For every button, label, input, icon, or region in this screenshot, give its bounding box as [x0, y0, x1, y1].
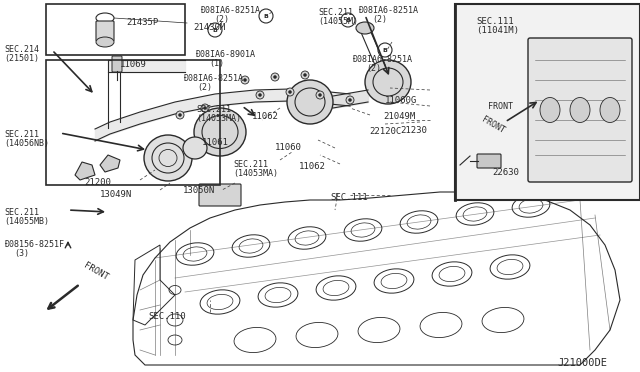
Text: B: B	[264, 13, 268, 19]
Polygon shape	[75, 162, 95, 180]
Circle shape	[349, 99, 351, 102]
Ellipse shape	[287, 80, 333, 124]
Text: B: B	[346, 17, 351, 22]
Ellipse shape	[194, 108, 246, 156]
Text: (2): (2)	[366, 64, 381, 73]
Text: SEC.211: SEC.211	[196, 105, 231, 114]
Text: SEC.211: SEC.211	[4, 130, 39, 139]
Bar	[46, 4, 185, 55]
Text: B: B	[212, 28, 218, 32]
Text: (14055MB): (14055MB)	[4, 217, 49, 226]
Circle shape	[341, 13, 355, 27]
Text: (2): (2)	[372, 15, 387, 24]
Text: 11062: 11062	[299, 162, 326, 171]
Text: Ð08156-8251F: Ð08156-8251F	[4, 240, 64, 249]
Circle shape	[303, 74, 307, 77]
Text: 11069: 11069	[120, 60, 147, 69]
Text: 22630: 22630	[492, 168, 519, 177]
Bar	[455, 4, 640, 200]
Text: J21000DE: J21000DE	[557, 358, 607, 368]
Text: (21501): (21501)	[4, 54, 39, 63]
Circle shape	[259, 93, 262, 96]
Circle shape	[286, 88, 294, 96]
Ellipse shape	[600, 97, 620, 122]
Text: (1): (1)	[209, 59, 224, 68]
Text: 21435P: 21435P	[126, 18, 158, 27]
Circle shape	[176, 111, 184, 119]
Circle shape	[256, 91, 264, 99]
Circle shape	[241, 76, 249, 84]
Text: Ð08IA6-8251A: Ð08IA6-8251A	[183, 74, 243, 83]
Ellipse shape	[540, 97, 560, 122]
Text: (11041M): (11041M)	[476, 26, 519, 35]
Text: 21230: 21230	[400, 126, 427, 135]
Circle shape	[273, 76, 276, 78]
Circle shape	[316, 91, 324, 99]
Text: SEC.111: SEC.111	[330, 193, 367, 202]
Circle shape	[204, 106, 207, 109]
Text: (14053MA): (14053MA)	[233, 169, 278, 178]
Ellipse shape	[356, 22, 374, 34]
Text: FRONT: FRONT	[488, 102, 513, 111]
Text: Ð08IA6-8251A: Ð08IA6-8251A	[358, 6, 418, 15]
Circle shape	[289, 90, 291, 93]
FancyBboxPatch shape	[96, 21, 114, 41]
Text: 13049N: 13049N	[100, 190, 132, 199]
Text: 11060: 11060	[275, 143, 302, 152]
Text: 21049M: 21049M	[383, 112, 415, 121]
Text: SEC.214: SEC.214	[4, 45, 39, 54]
Circle shape	[243, 78, 246, 81]
Ellipse shape	[96, 37, 114, 47]
Text: (14056NB): (14056NB)	[4, 139, 49, 148]
FancyBboxPatch shape	[112, 56, 122, 72]
Text: SEC.211: SEC.211	[233, 160, 268, 169]
Text: B: B	[383, 48, 387, 52]
Text: (3): (3)	[14, 249, 29, 258]
FancyBboxPatch shape	[199, 184, 241, 206]
Text: FRONT: FRONT	[82, 261, 110, 282]
Ellipse shape	[365, 60, 411, 104]
Ellipse shape	[570, 97, 590, 122]
Polygon shape	[100, 155, 120, 172]
Circle shape	[319, 93, 321, 96]
FancyBboxPatch shape	[528, 38, 632, 182]
Circle shape	[378, 43, 392, 57]
Circle shape	[259, 9, 273, 23]
Circle shape	[346, 96, 354, 104]
Text: 22120C: 22120C	[369, 127, 401, 136]
Text: SEC.211: SEC.211	[318, 8, 353, 17]
Text: 21200: 21200	[84, 178, 111, 187]
Text: (14053MA): (14053MA)	[196, 114, 241, 123]
Bar	[46, 60, 220, 185]
Circle shape	[301, 71, 309, 79]
Text: Ð08IA6-8251A: Ð08IA6-8251A	[352, 55, 412, 64]
Text: SEC.211: SEC.211	[4, 208, 39, 217]
Text: 13050N: 13050N	[183, 186, 215, 195]
FancyBboxPatch shape	[477, 154, 501, 168]
Text: 11062: 11062	[252, 112, 279, 121]
Circle shape	[208, 23, 222, 37]
Text: 21430M: 21430M	[193, 23, 225, 32]
Text: 11061: 11061	[202, 138, 229, 147]
Text: (14055M): (14055M)	[318, 17, 358, 26]
Text: Ð08IA6-8251A: Ð08IA6-8251A	[200, 6, 260, 15]
Text: (2): (2)	[197, 83, 212, 92]
Circle shape	[201, 104, 209, 112]
Text: FRONT: FRONT	[480, 115, 506, 135]
Circle shape	[271, 73, 279, 81]
Circle shape	[179, 113, 182, 116]
Ellipse shape	[144, 135, 192, 181]
Text: SEC.110: SEC.110	[148, 312, 186, 321]
Ellipse shape	[183, 137, 207, 159]
Text: Ð08IA6-8901A: Ð08IA6-8901A	[195, 50, 255, 59]
Text: 11060G: 11060G	[385, 96, 417, 105]
Text: SEC.111: SEC.111	[476, 17, 514, 26]
Text: (2): (2)	[214, 15, 229, 24]
